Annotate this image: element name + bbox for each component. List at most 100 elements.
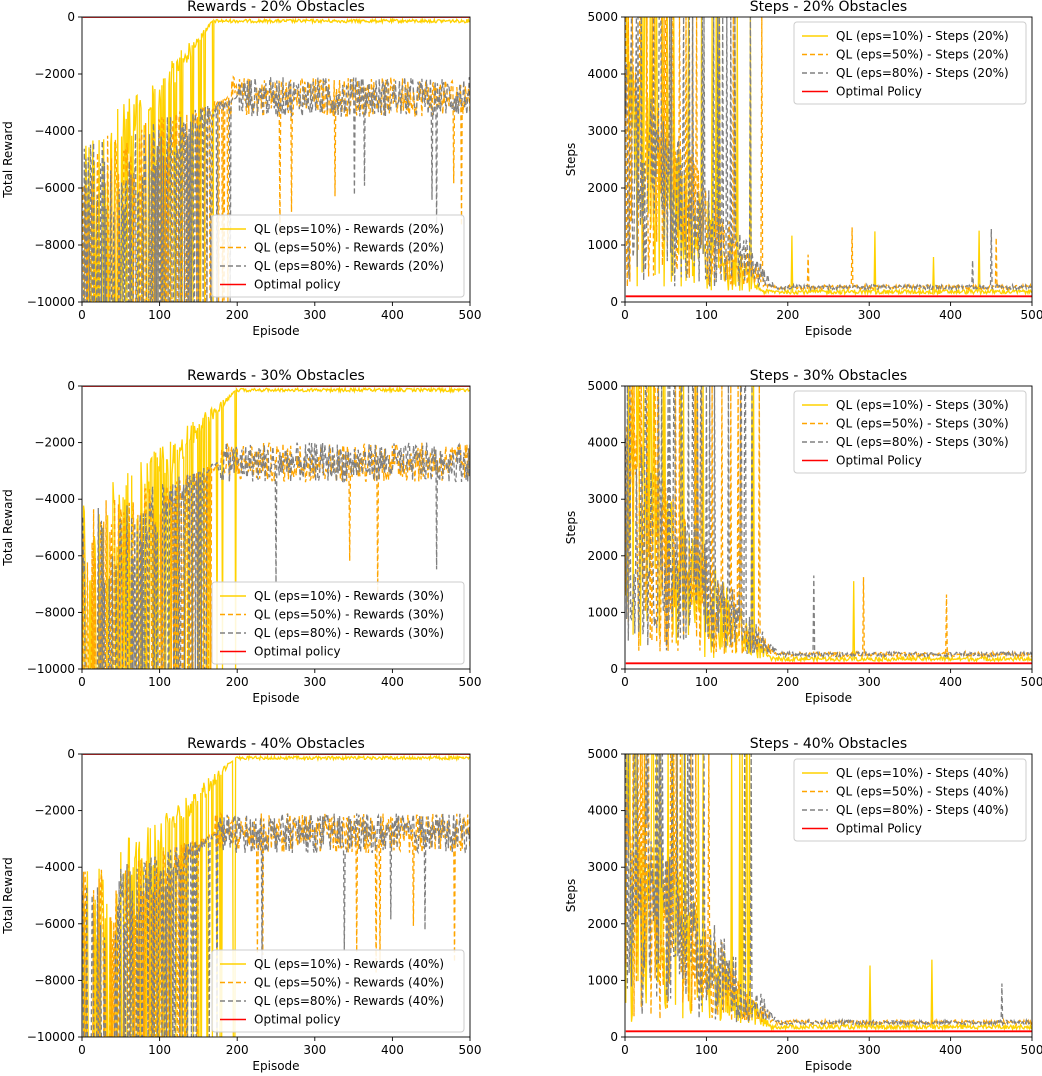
y-axis-label: Total Reward [1, 857, 15, 935]
series-line-1 [82, 754, 470, 1037]
y-tick-label: 5000 [587, 379, 618, 393]
y-axis-label: Steps [564, 143, 578, 177]
y-tick-label: 0 [67, 379, 75, 393]
series-line-3 [82, 442, 470, 669]
x-tick-label: 300 [858, 308, 881, 322]
y-tick-label: −4000 [34, 124, 75, 138]
x-tick-label: 0 [78, 675, 86, 689]
axes-frame [81, 385, 471, 670]
series-line-3 [82, 76, 470, 302]
x-tick-label: 300 [858, 675, 881, 689]
y-axis-label: Steps [564, 879, 578, 913]
y-tick-label: −8000 [34, 605, 75, 619]
x-tick-label: 300 [303, 1043, 326, 1057]
legend-entry: Optimal policy [254, 645, 341, 659]
x-tick-label: 300 [303, 308, 326, 322]
legend-entry: Optimal Policy [836, 85, 922, 99]
series-line-3 [82, 812, 470, 1037]
y-tick-label: 1000 [587, 238, 618, 252]
x-tick-label: 0 [621, 675, 629, 689]
legend: QL (eps=10%) - Rewards (30%) QL (eps=50%)… [211, 581, 465, 665]
x-tick-label: 0 [78, 1043, 86, 1057]
subplot-3: 0 100 200 300 400 500 0 −2000 −4000 −6000 −8000 −10… [1, 368, 481, 705]
y-tick-label: 5000 [587, 10, 618, 24]
y-tick-label: −6000 [34, 549, 75, 563]
plot-area [82, 17, 470, 302]
legend-entry: QL (eps=50%) - Steps (40%) [836, 785, 1009, 799]
y-tick-label: 0 [610, 295, 618, 309]
series-line-1 [625, 17, 1032, 297]
y-tick-label: 0 [67, 747, 75, 761]
y-tick-label: −10000 [27, 295, 75, 309]
x-tick-label: 0 [621, 1043, 629, 1057]
series-line-1 [82, 386, 470, 669]
plot-area [82, 754, 470, 1037]
y-tick-label: 1000 [587, 605, 618, 619]
legend-entry: QL (eps=80%) - Steps (40%) [836, 803, 1009, 817]
x-tick-label: 400 [381, 308, 404, 322]
x-tick-label: 100 [695, 308, 718, 322]
y-tick-label: −4000 [34, 860, 75, 874]
legend-entry: Optimal policy [254, 278, 341, 292]
subplot-4: 0 100 200 300 400 500010002000300040005000Ste… [564, 368, 1042, 705]
y-tick-label: 4000 [587, 804, 618, 818]
chart-title: Steps - 30% Obstacles [750, 368, 907, 384]
legend-entry: QL (eps=80%) - Rewards (20%) [254, 259, 444, 273]
x-tick-label: 200 [776, 308, 799, 322]
legend-entry: Optimal Policy [836, 454, 922, 468]
x-tick-label: 400 [381, 675, 404, 689]
subplot-6: 0 100 200 300 400 500010002000300040005000Ste… [564, 736, 1042, 1073]
legend-entry: QL (eps=10%) - Rewards (40%) [254, 957, 444, 971]
x-tick-label: 500 [1021, 1043, 1042, 1057]
legend-box [793, 758, 1027, 842]
x-tick-label: 500 [459, 675, 482, 689]
subplot-1: 0 100 200 300 400 500 0 −2000 −4000 −6000 −8000 −10… [1, 0, 481, 338]
y-tick-label: 4000 [587, 67, 618, 81]
x-axis-label: Episode [805, 324, 852, 338]
legend: QL (eps=10%) - Steps (30%) QL (eps=50%) -… [793, 390, 1027, 474]
legend-box [793, 21, 1027, 105]
axes-frame [81, 16, 471, 303]
series-line-2 [82, 442, 470, 669]
y-tick-label: −10000 [27, 1030, 75, 1044]
y-tick-label: −6000 [34, 917, 75, 931]
legend: QL (eps=10%) - Steps (20%) QL (eps=50%) -… [793, 21, 1027, 105]
legend-entry: QL (eps=80%) - Rewards (40%) [254, 994, 444, 1008]
y-tick-label: 3000 [587, 124, 618, 138]
x-tick-label: 500 [1021, 675, 1042, 689]
legend-entry: QL (eps=80%) - Rewards (30%) [254, 626, 444, 640]
plot-area [625, 754, 1032, 1033]
y-tick-label: −8000 [34, 973, 75, 987]
legend-entry: QL (eps=80%) - Steps (20%) [836, 66, 1009, 80]
x-tick-label: 100 [148, 1043, 171, 1057]
series-line-3 [625, 386, 1032, 659]
axes-frame [624, 16, 1033, 303]
legend-box [793, 390, 1027, 474]
y-tick-label: 2000 [587, 917, 618, 931]
legend-entry: QL (eps=10%) - Rewards (30%) [254, 589, 444, 603]
y-tick-label: 0 [610, 1030, 618, 1044]
x-tick-label: 300 [858, 1043, 881, 1057]
y-tick-label: −2000 [34, 67, 75, 81]
series-line-3 [625, 754, 1032, 1027]
y-tick-label: 3000 [587, 492, 618, 506]
legend-entry: QL (eps=10%) - Steps (40%) [836, 766, 1009, 780]
y-tick-label: −4000 [34, 492, 75, 506]
legend-box [211, 214, 465, 298]
legend-entry: QL (eps=10%) - Rewards (20%) [254, 222, 444, 236]
x-axis-label: Episode [805, 1059, 852, 1073]
chart-title: Steps - 40% Obstacles [750, 736, 907, 752]
x-tick-label: 400 [939, 308, 962, 322]
series-line-1 [625, 386, 1032, 664]
y-tick-label: 2000 [587, 549, 618, 563]
x-axis-label: Episode [252, 324, 299, 338]
x-tick-label: 400 [939, 675, 962, 689]
y-tick-label: −6000 [34, 181, 75, 195]
x-tick-label: 200 [776, 1043, 799, 1057]
y-axis-label: Total Reward [1, 489, 15, 567]
y-tick-label: −8000 [34, 238, 75, 252]
legend-entry: QL (eps=50%) - Rewards (40%) [254, 976, 444, 990]
x-tick-label: 0 [78, 308, 86, 322]
x-tick-label: 100 [695, 1043, 718, 1057]
